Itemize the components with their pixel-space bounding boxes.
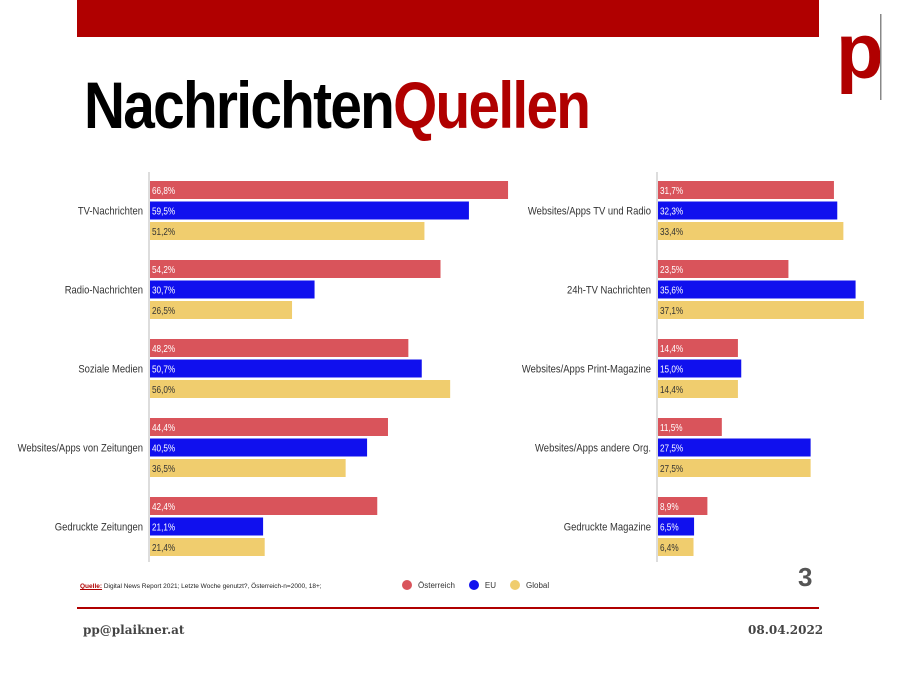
data-label: 35,6% (660, 285, 683, 296)
data-label: 21,4% (152, 542, 175, 553)
bar (150, 538, 265, 556)
category-label: Radio-Nachrichten (65, 285, 144, 297)
data-label: 50,7% (152, 364, 175, 375)
footer-email: pp@plaikner.at (83, 623, 185, 637)
data-label: 44,4% (152, 422, 175, 433)
bar (658, 260, 789, 278)
data-label: 56,0% (152, 384, 175, 395)
bar (658, 280, 856, 299)
bar (150, 459, 346, 477)
legend-item-global: Global (510, 580, 549, 590)
bar (658, 380, 738, 398)
bar (150, 438, 368, 457)
bar (658, 181, 834, 199)
data-label: 66,8% (152, 185, 175, 196)
data-label: 15,0% (660, 364, 683, 375)
data-label: 27,5% (660, 443, 683, 454)
bar (658, 359, 742, 378)
legend-swatch (402, 580, 412, 590)
data-label: 37,1% (660, 305, 683, 316)
footer-date: 08.04.2022 (748, 623, 824, 637)
category-label: Websites/Apps andere Org. (535, 443, 651, 455)
logo-letter: p (836, 14, 882, 95)
category-label: Gedruckte Magazine (564, 522, 651, 534)
bar (150, 301, 293, 319)
legend-item-oesterreich: Österreich (402, 580, 455, 590)
bar (658, 418, 722, 436)
footer-divider (77, 607, 819, 609)
bar (658, 301, 864, 319)
header-bar (77, 0, 819, 37)
bar (150, 339, 409, 357)
category-label: Websites/Apps Print-Magazine (522, 364, 651, 376)
bar (658, 538, 694, 556)
bar (150, 418, 388, 436)
bar (150, 222, 425, 240)
plaikner-logo: p (836, 14, 882, 100)
category-label: Gedruckte Zeitungen (55, 522, 144, 534)
bar (150, 517, 264, 536)
data-label: 27,5% (660, 463, 683, 474)
data-label: 11,5% (660, 422, 683, 433)
data-label: 54,2% (152, 264, 175, 275)
data-label: 6,4% (660, 542, 679, 553)
data-label: 14,4% (660, 343, 683, 354)
legend-swatch (468, 580, 479, 590)
legend-label: EU (484, 580, 497, 590)
data-label: 32,3% (660, 206, 683, 217)
data-label: 21,1% (152, 522, 175, 533)
bar (658, 201, 838, 220)
data-label: 31,7% (660, 185, 683, 196)
source-label: Quelle: (80, 583, 103, 590)
data-label: 26,5% (152, 305, 175, 316)
data-label: 42,4% (152, 501, 175, 512)
data-label: 6,5% (660, 522, 679, 533)
data-label: 8,9% (660, 501, 679, 512)
bar (658, 459, 811, 477)
data-label: 30,7% (152, 285, 175, 296)
chart-legend: Österreich EU Global (402, 580, 563, 590)
data-label: 59,5% (152, 206, 175, 217)
data-label: 23,5% (660, 264, 683, 275)
bar (658, 438, 811, 457)
bar (658, 222, 844, 240)
bar (150, 260, 441, 278)
category-label: Websites/Apps TV und Radio (528, 206, 651, 218)
source-note: Quelle: Digital News Report 2021; Letzte… (80, 583, 322, 590)
data-label: 14,4% (660, 384, 683, 395)
data-label: 48,2% (152, 343, 175, 354)
legend-item-eu: EU (468, 580, 497, 590)
data-label: 33,4% (660, 226, 683, 237)
bar (150, 201, 469, 220)
data-label: 36,5% (152, 463, 175, 474)
data-label: 40,5% (152, 443, 175, 454)
bar (658, 517, 695, 536)
category-label: 24h-TV Nachrichten (567, 285, 651, 297)
legend-label: Österreich (418, 580, 455, 590)
title-part-2: Quellen (393, 68, 591, 142)
bar (150, 359, 422, 378)
bar (658, 497, 708, 515)
bar (150, 181, 509, 199)
source-text: Digital News Report 2021; Letzte Woche g… (102, 583, 322, 590)
title-part-1: Nachrichten (84, 68, 395, 142)
page-title: NachrichtenQuellen (84, 66, 591, 144)
category-label: TV-Nachrichten (78, 206, 143, 218)
bar (150, 380, 451, 398)
bar (150, 497, 378, 515)
category-label: Soziale Medien (78, 364, 143, 376)
data-label: 51,2% (152, 226, 175, 237)
bar (150, 280, 315, 299)
legend-swatch (510, 580, 521, 590)
bar (658, 339, 738, 357)
slide-number: 3 (798, 562, 813, 592)
category-label: Websites/Apps von Zeitungen (18, 443, 144, 455)
legend-label: Global (526, 580, 550, 590)
